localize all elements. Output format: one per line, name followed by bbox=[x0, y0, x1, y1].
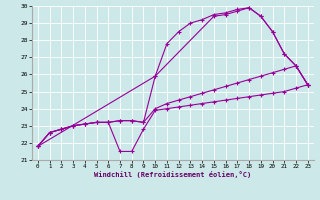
X-axis label: Windchill (Refroidissement éolien,°C): Windchill (Refroidissement éolien,°C) bbox=[94, 171, 252, 178]
